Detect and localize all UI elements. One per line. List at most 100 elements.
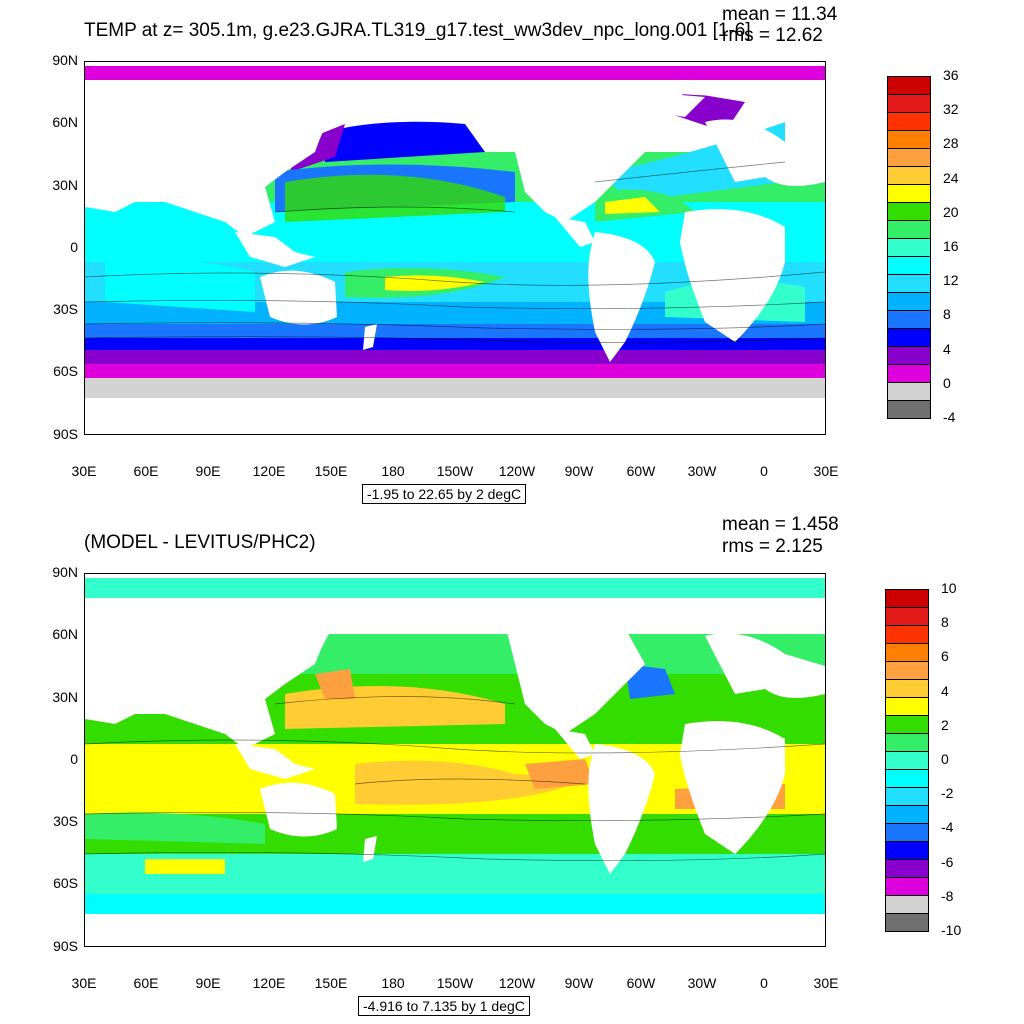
colorbar-swatch (885, 823, 929, 842)
x-tick-label: 30E (813, 975, 839, 991)
chart-title: (MODEL - LEVITUS/PHC2) (84, 532, 316, 553)
y-tick-label: 60N (52, 114, 78, 130)
colorbar-swatch (887, 184, 931, 203)
map-plot (84, 61, 826, 435)
x-tick-label: 30W (687, 975, 717, 991)
y-tick-label: 0 (70, 239, 78, 255)
colorbar-tick-label: 16 (943, 238, 959, 254)
colorbar-swatch (885, 643, 929, 662)
map-plot (84, 573, 826, 947)
x-tick-label: 30W (687, 463, 717, 479)
x-tick-label: 90E (195, 463, 221, 479)
colorbar-swatch (885, 679, 929, 698)
y-tick-label: 60S (53, 875, 78, 891)
colorbar-swatch (887, 382, 931, 401)
colorbar-swatch (885, 913, 929, 932)
colorbar-swatch (887, 202, 931, 221)
colorbar-swatch (885, 733, 929, 752)
x-tick-label: 150E (314, 463, 348, 479)
colorbar-swatch (887, 220, 931, 239)
colorbar-swatch (885, 589, 929, 608)
colorbar-swatch (885, 661, 929, 680)
colorbar-tick-label: 36 (943, 67, 959, 83)
y-tick-label: 60N (52, 626, 78, 642)
colorbar-swatch (887, 292, 931, 311)
x-tick-label: 60W (626, 975, 656, 991)
x-tick-label: 60E (133, 975, 159, 991)
mean-stat: mean = 11.34 (722, 4, 838, 25)
colorbar-swatch (887, 238, 931, 257)
colorbar-tick-label: 8 (943, 306, 951, 323)
x-tick-label: 180 (381, 463, 405, 479)
x-tick-label: 0 (760, 463, 768, 479)
x-tick-label: 120W (498, 463, 536, 479)
colorbar-swatch (887, 166, 931, 185)
rms-stat: rms = 12.62 (722, 25, 823, 46)
colorbar-swatch (885, 697, 929, 716)
x-tick-label: 60E (133, 463, 159, 479)
y-tick-label: 60S (53, 363, 78, 379)
mean-stat: mean = 1.458 (722, 514, 839, 535)
y-tick-label: 0 (70, 751, 78, 767)
colorbar-swatch (887, 364, 931, 383)
colorbar-tick-label: 0 (941, 751, 949, 767)
colorbar-tick-label: 6 (941, 648, 949, 665)
x-tick-label: 30E (71, 975, 97, 991)
y-tick-label: 30N (52, 689, 78, 705)
y-tick-label: 30S (53, 813, 78, 829)
x-tick-label: 120E (252, 463, 286, 479)
colorbar-tick-label: -4 (941, 819, 954, 836)
x-tick-label: 180 (381, 975, 405, 991)
x-tick-label: 150W (436, 975, 474, 991)
x-tick-label: 120E (252, 975, 286, 991)
colorbar-tick-label: 32 (943, 101, 959, 118)
colorbar-swatch (887, 310, 931, 329)
difference-map (85, 574, 825, 946)
colorbar-swatch (887, 112, 931, 131)
colorbar-swatch (885, 787, 929, 806)
colorbar-tick-label: 28 (943, 135, 959, 152)
colorbar-swatch (887, 328, 931, 347)
colorbar-tick-label: 2 (941, 716, 949, 733)
colorbar-tick-label: 4 (943, 340, 951, 357)
y-tick-label: 30S (53, 301, 78, 317)
colorbar-tick-label: 0 (943, 374, 951, 391)
colorbar-swatch (885, 625, 929, 644)
colorbar (885, 589, 929, 932)
y-tick-label: 30N (52, 177, 78, 193)
y-tick-label: 90S (53, 938, 78, 954)
colorbar-swatch (887, 130, 931, 149)
colorbar-swatch (887, 274, 931, 293)
colorbar-swatch (885, 877, 929, 896)
contour-lines (85, 696, 825, 862)
colorbar-swatch (887, 346, 931, 365)
difference-panel: (MODEL - LEVITUS/PHC2) mean = 1.458 rms … (0, 512, 1024, 1024)
x-tick-label: 90W (564, 463, 594, 479)
colorbar-tick-label: -4 (943, 409, 956, 425)
land-masses (85, 598, 825, 946)
colorbar-swatch (885, 769, 929, 788)
colorbar-swatch (885, 607, 929, 626)
colorbar-swatch (887, 400, 931, 419)
colorbar-tick-label: -10 (941, 922, 962, 938)
colorbar-tick-label: -8 (941, 887, 954, 904)
x-tick-label: 90E (195, 975, 221, 991)
x-tick-label: 60W (626, 463, 656, 479)
x-tick-label: 0 (760, 975, 768, 991)
colorbar-swatch (885, 715, 929, 734)
colorbar-swatch (887, 94, 931, 113)
x-tick-label: 90W (564, 975, 594, 991)
colorbar-swatch (885, 841, 929, 860)
colorbar-swatch (885, 805, 929, 824)
colorbar-swatch (887, 148, 931, 167)
colorbar-tick-label: 12 (943, 272, 959, 289)
colorbar-swatch (885, 895, 929, 914)
contour-lines (85, 161, 825, 343)
colorbar-swatch (885, 751, 929, 770)
temperature-map (85, 62, 825, 434)
colorbar-tick-label: -6 (941, 853, 954, 870)
y-tick-label: 90N (52, 564, 78, 580)
x-tick-label: 30E (71, 463, 97, 479)
rms-stat: rms = 2.125 (722, 536, 823, 557)
colorbar-tick-label: 10 (941, 580, 957, 596)
